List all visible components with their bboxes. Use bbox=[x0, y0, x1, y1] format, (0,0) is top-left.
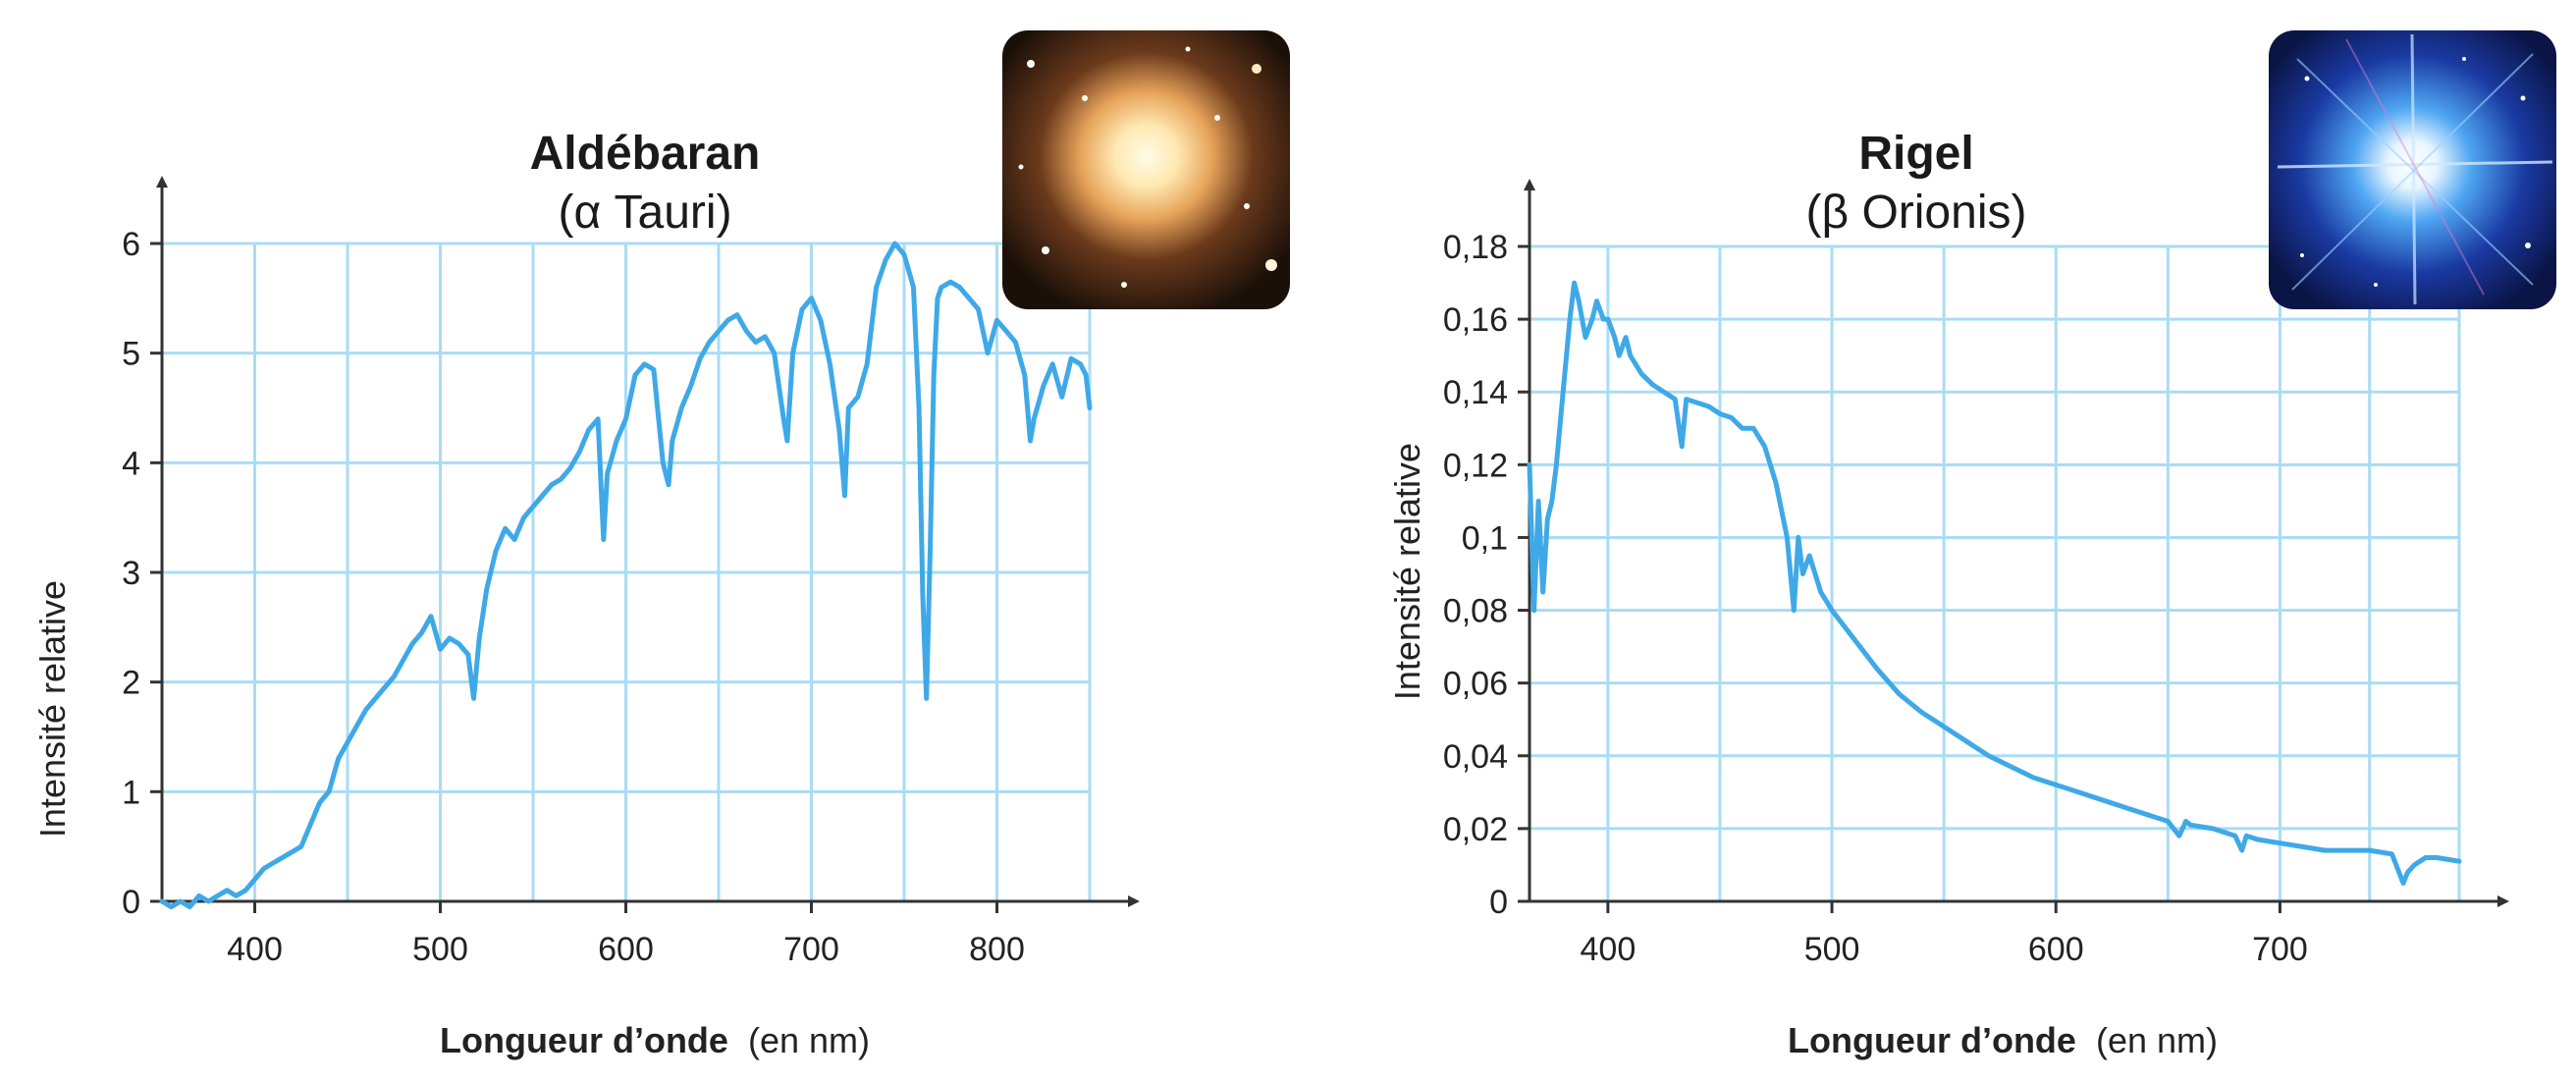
aldebaran-photo-stars bbox=[1018, 46, 1277, 288]
rigel-y-tick-label: 0,04 bbox=[1443, 738, 1508, 776]
rigel-spectrum-line bbox=[1527, 280, 2462, 886]
rigel-x-axis-label-main: Longueur d’onde bbox=[1788, 1020, 2076, 1060]
aldebaran-axes bbox=[156, 176, 1140, 907]
rigel-series bbox=[1527, 280, 2462, 886]
aldebaran-y-tick-label: 6 bbox=[122, 226, 140, 263]
aldebaran-y-axis-label: Intensité relative bbox=[32, 580, 73, 838]
rigel-y-tick-label: 0,12 bbox=[1443, 447, 1508, 484]
rigel-chart: 0 0,02 0,04 0,06 0,08 0,1 0,12 0,14 0,16 0,18 400 5… bbox=[1387, 30, 2556, 1060]
aldebaran-x-tick-label: 500 bbox=[412, 931, 468, 968]
aldebaran-y-tick-label: 0 bbox=[122, 884, 140, 921]
rigel-x-tick-label: 600 bbox=[2028, 931, 2084, 968]
rigel-y-axis-label: Intensité relative bbox=[1387, 443, 1427, 700]
rigel-y-tick-label: 0,14 bbox=[1443, 374, 1508, 411]
rigel-x-axis-label-unit: (en nm) bbox=[2096, 1020, 2218, 1060]
rigel-x-tick-label: 700 bbox=[2252, 931, 2308, 968]
rigel-y-tick-label: 0,18 bbox=[1443, 229, 1508, 266]
rigel-title: Rigel bbox=[1858, 128, 1973, 180]
aldebaran-ticks: 0 1 2 3 4 5 6 400 500 600 700 800 bbox=[122, 226, 1025, 968]
rigel-y-tick-label: 0,08 bbox=[1443, 593, 1508, 630]
rigel-y-tick-label: 0,1 bbox=[1462, 519, 1508, 557]
rigel-gridlines bbox=[1528, 244, 2461, 903]
aldebaran-y-tick-label: 1 bbox=[122, 774, 140, 811]
aldebaran-x-axis-label: Longueur d’onde (en nm) bbox=[440, 1020, 870, 1060]
aldebaran-title: Aldébaran bbox=[530, 128, 761, 180]
aldebaran-gridlines bbox=[160, 242, 1092, 903]
rigel-y-tick-label: 0,16 bbox=[1443, 301, 1508, 339]
aldebaran-x-tick-label: 600 bbox=[598, 931, 654, 968]
aldebaran-subtitle: (α Tauri) bbox=[558, 187, 731, 239]
aldebaran-star-photo bbox=[1002, 30, 1290, 309]
aldebaran-chart: 0 1 2 3 4 5 6 400 500 600 700 800 Aldébaran (α Taur… bbox=[32, 30, 1290, 1060]
aldebaran-y-tick-label: 4 bbox=[122, 445, 140, 482]
aldebaran-x-tick-label: 700 bbox=[783, 931, 839, 968]
rigel-y-tick-label: 0 bbox=[1489, 884, 1508, 921]
aldebaran-y-tick-label: 5 bbox=[122, 336, 140, 373]
aldebaran-x-axis-label-unit: (en nm) bbox=[748, 1020, 870, 1060]
aldebaran-x-tick-label: 800 bbox=[969, 931, 1025, 968]
rigel-photo-rays bbox=[2277, 33, 2553, 305]
rigel-star-photo bbox=[2269, 30, 2556, 309]
rigel-x-axis-label: Longueur d’onde (en nm) bbox=[1788, 1020, 2218, 1060]
aldebaran-y-tick-label: 3 bbox=[122, 555, 140, 592]
rigel-subtitle: (β Orionis) bbox=[1806, 187, 2027, 239]
rigel-y-tick-label: 0,06 bbox=[1443, 666, 1508, 703]
rigel-y-tick-label: 0,02 bbox=[1443, 811, 1508, 848]
aldebaran-x-axis-label-main: Longueur d’onde bbox=[440, 1020, 728, 1060]
rigel-x-tick-label: 500 bbox=[1804, 931, 1860, 968]
aldebaran-series bbox=[159, 241, 1093, 910]
rigel-ticks: 0 0,02 0,04 0,06 0,08 0,1 0,12 0,14 0,16 0,18 400 5… bbox=[1443, 229, 2308, 968]
aldebaran-spectrum-line bbox=[159, 241, 1093, 910]
aldebaran-y-tick-label: 2 bbox=[122, 665, 140, 702]
rigel-x-tick-label: 400 bbox=[1581, 931, 1637, 968]
aldebaran-x-tick-label: 400 bbox=[227, 931, 283, 968]
